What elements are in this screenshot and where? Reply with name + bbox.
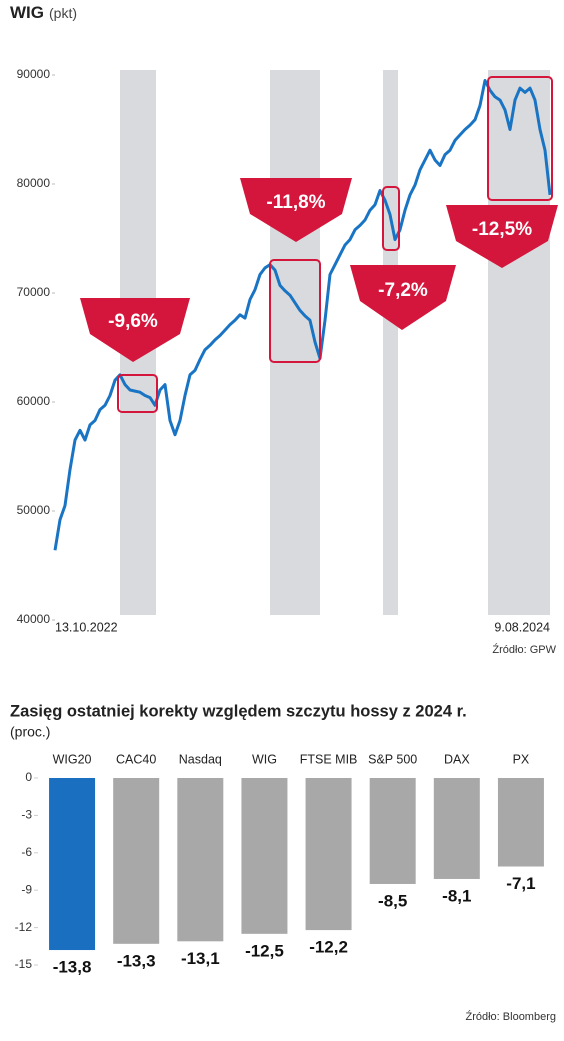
annotation: -7,2%	[378, 280, 428, 301]
bar	[305, 778, 352, 931]
value-label: -12,5	[245, 941, 284, 960]
bar	[369, 778, 416, 884]
x-tick-label: Nasdaq	[179, 752, 222, 766]
highlight-box	[382, 186, 400, 251]
y-tick-label: 0	[25, 770, 32, 784]
x-tick-label: FTSE MIB	[300, 752, 358, 766]
value-label: -8,5	[378, 891, 407, 910]
chart-title-group: WIG (pkt)	[10, 3, 77, 22]
y-axis-label: (pkt)	[49, 5, 77, 21]
band	[488, 70, 550, 615]
annotation: -11,8%	[266, 192, 325, 213]
y-tick-label: -3	[21, 808, 32, 822]
x-tick-label: WIG20	[53, 752, 92, 766]
value-label: -13,8	[53, 958, 92, 977]
bar	[433, 778, 480, 879]
y-tick-label: 40000	[17, 612, 51, 626]
annotation: -9,6%	[108, 311, 158, 332]
line-series	[53, 79, 552, 551]
bar	[497, 778, 544, 867]
y-tick-label: 50000	[17, 503, 51, 517]
value-label: -13,1	[181, 949, 220, 968]
arrow	[350, 265, 456, 330]
highlight-box	[487, 76, 553, 201]
value-label: -12,2	[309, 938, 348, 957]
x-tick-label: PX	[513, 752, 530, 766]
chart-title: WIG	[10, 3, 44, 22]
x-tick-label: S&P 500	[368, 752, 417, 766]
y-tick-label: 90000	[17, 67, 51, 81]
y-tick-label: 80000	[17, 176, 51, 190]
correction-bands	[120, 70, 550, 615]
source: Źródło: GPW	[492, 643, 556, 656]
x-tick-label: 13.10.2022	[55, 620, 118, 634]
bar	[49, 778, 96, 951]
annotation: -12,5%	[472, 219, 532, 240]
x-tick-label: DAX	[444, 752, 470, 766]
bar	[241, 778, 288, 934]
x-tick-label: 9.08.2024	[494, 620, 550, 634]
source: Źródło: Bloomberg	[466, 1010, 557, 1023]
x-tick-label: WIG	[252, 752, 277, 766]
x-tick-label: CAC40	[116, 752, 156, 766]
highlight-box	[117, 374, 158, 413]
value-label: -13,3	[117, 951, 156, 970]
line-plot: 40000 50000 60000 70000 80000 90000 13.10.2022…	[17, 67, 552, 634]
y-tick-label: 60000	[17, 394, 51, 408]
bar	[177, 778, 224, 942]
arrow	[80, 298, 190, 362]
y-tick-label: -15	[15, 957, 33, 971]
y-axis-label: (proc.)	[10, 724, 50, 740]
arrow	[240, 178, 352, 242]
annotations: -9,6% -11,8% -7,2% -12,5%	[80, 76, 558, 413]
y-tick-label: -9	[21, 882, 32, 896]
value-label: -7,1	[506, 874, 535, 893]
arrow	[446, 205, 558, 268]
bar	[113, 778, 160, 944]
value-label: -8,1	[442, 886, 471, 905]
band	[270, 70, 320, 615]
band	[383, 70, 398, 615]
bar-plot: 0 -3 -6 -9 -12 -15 WIG20 -13,8 CAC40 -13,3 Nasdaq -…	[15, 752, 544, 977]
chart-title: Zasięg ostatniej korekty względem szczyt…	[10, 702, 467, 720]
highlight-box	[269, 259, 321, 363]
y-tick-label: -12	[15, 920, 33, 934]
y-tick-label: -6	[21, 845, 32, 859]
y-tick-label: 70000	[17, 285, 51, 299]
